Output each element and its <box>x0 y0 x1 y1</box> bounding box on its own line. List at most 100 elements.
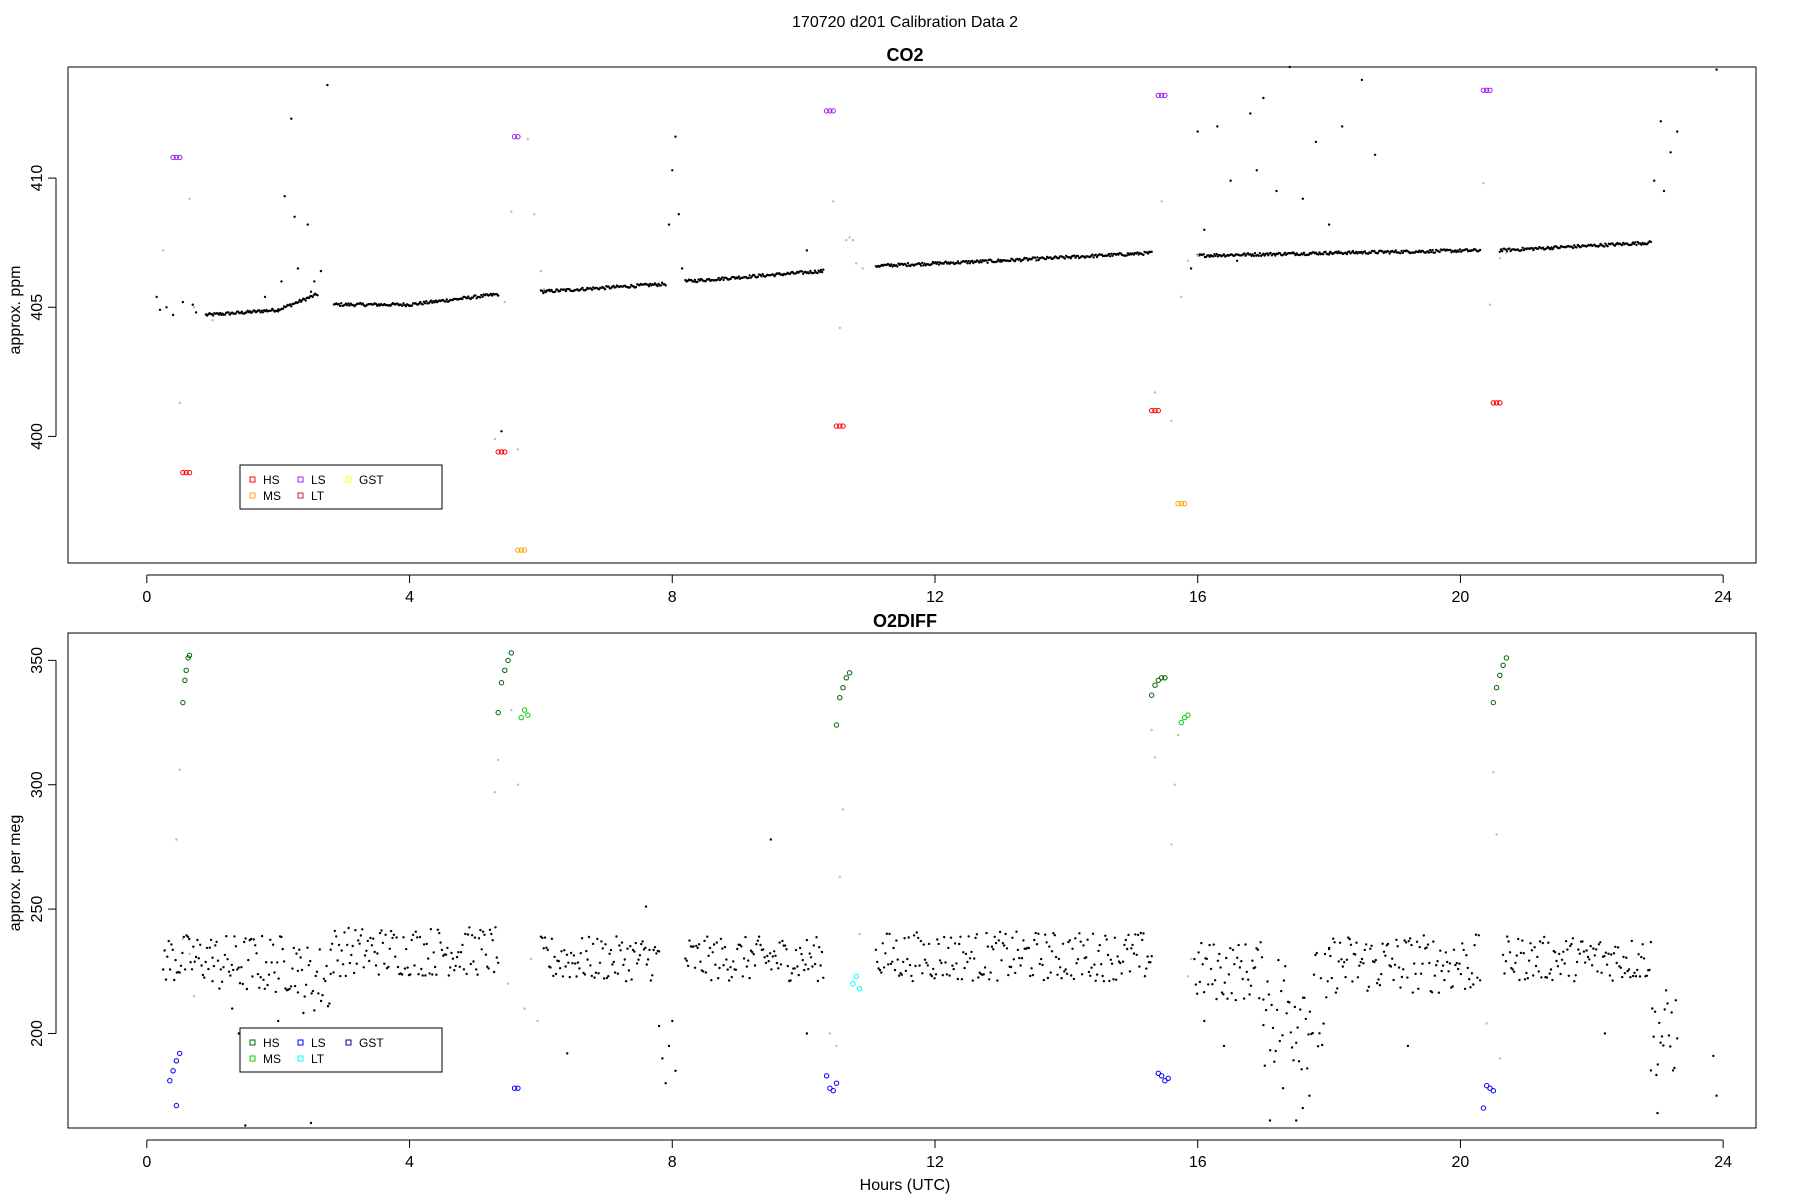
ambient-point <box>576 961 580 964</box>
calibration-point-ms <box>1181 714 1188 721</box>
ambient-point <box>431 973 434 976</box>
ambient-point <box>1452 948 1456 951</box>
ambient-point <box>1478 248 1482 252</box>
ambient-point <box>1476 976 1479 979</box>
ambient-point <box>1240 960 1243 963</box>
ambient-point <box>1293 1005 1297 1009</box>
ambient-point <box>729 277 732 281</box>
ambient-point <box>922 264 925 267</box>
ambient-point <box>1417 987 1420 990</box>
ambient-point <box>1094 979 1097 982</box>
co2-panel-title: CO2 <box>886 45 923 65</box>
flush-point <box>1150 728 1153 732</box>
ambient-point <box>299 956 302 959</box>
ambient-point <box>1389 965 1393 968</box>
ambient-point <box>1325 996 1328 999</box>
ambient-point <box>1531 247 1534 250</box>
ambient-point <box>801 958 804 962</box>
ambient-point <box>374 302 378 306</box>
ambient-point <box>1348 937 1351 941</box>
ambient-point <box>490 932 493 936</box>
ambient-point <box>609 948 613 952</box>
ambient-point <box>1272 252 1276 255</box>
ambient-point <box>1527 959 1531 962</box>
ambient-point <box>1393 963 1397 966</box>
ambient-point <box>1394 249 1397 252</box>
ambient-point <box>208 946 211 949</box>
ambient-point <box>495 956 498 959</box>
ambient-point <box>341 963 345 966</box>
ambient-point <box>652 948 655 952</box>
ambient-point <box>280 935 283 939</box>
flush-point <box>526 138 529 141</box>
ambient-point <box>581 286 584 290</box>
ambient-point <box>944 260 948 263</box>
ambient-point <box>546 948 549 952</box>
flush-point <box>1176 733 1180 737</box>
ambient-point <box>936 938 939 941</box>
ambient-point <box>307 964 310 967</box>
ambient-point <box>1506 935 1509 938</box>
ambient-point <box>1289 1031 1293 1034</box>
ambient-point <box>622 963 625 967</box>
ambient-point <box>1259 941 1262 944</box>
x-tick-label: 24 <box>1714 1154 1732 1171</box>
ambient-point <box>1656 1063 1660 1066</box>
ambient-point <box>1315 951 1319 955</box>
ambient-point <box>807 967 810 971</box>
ambient-point <box>1501 250 1504 253</box>
ambient-point <box>1504 248 1508 251</box>
ambient-point <box>1656 1111 1659 1115</box>
ambient-point <box>994 941 998 945</box>
ambient-point <box>266 983 269 987</box>
ambient-point <box>227 311 230 314</box>
ambient-point <box>1149 961 1152 964</box>
ambient-point <box>541 936 544 940</box>
ambient-point <box>1299 1008 1302 1011</box>
ambient-point <box>230 963 233 967</box>
ambient-point <box>308 296 311 300</box>
ambient-point <box>1198 980 1202 984</box>
ambient-point <box>653 946 657 949</box>
ambient-point <box>1138 965 1141 968</box>
ambient-point <box>1220 991 1224 994</box>
ambient-point <box>1551 248 1554 251</box>
co2-legend: HS MS LS LT GST <box>239 464 443 510</box>
ambient-point <box>1642 957 1646 960</box>
ambient-point <box>1249 984 1253 987</box>
o2diff-y-axis-label: approx. per meg <box>7 815 24 932</box>
ambient-point <box>1395 938 1398 941</box>
ambient-point <box>355 962 358 965</box>
ambient-point <box>337 302 340 306</box>
calibration-point-hs <box>843 675 849 681</box>
ambient-point <box>664 1082 667 1085</box>
ambient-point <box>344 974 347 978</box>
ambient-point <box>1235 259 1239 262</box>
ambient-point <box>1093 963 1096 966</box>
ambient-point <box>1338 941 1342 944</box>
ambient-point <box>1472 983 1475 986</box>
flush-point <box>533 213 536 216</box>
ambient-point <box>973 957 976 960</box>
ambient-point <box>1590 964 1594 967</box>
ambient-point <box>968 957 972 960</box>
ambient-point <box>1540 976 1543 979</box>
ambient-point <box>1278 1039 1282 1043</box>
ambient-point <box>163 949 166 952</box>
calibration-point-ls <box>1162 92 1168 99</box>
ambient-point <box>586 958 589 961</box>
calibration-point-hs <box>1497 400 1503 406</box>
ambient-point <box>1275 1008 1279 1012</box>
ambient-point <box>1281 1087 1285 1090</box>
ambient-point <box>1303 996 1306 999</box>
ambient-point <box>889 962 893 966</box>
ambient-point <box>283 195 286 198</box>
ambient-point <box>1378 984 1382 987</box>
ambient-point <box>779 963 783 966</box>
ambient-point <box>819 268 823 272</box>
ambient-point <box>166 955 169 958</box>
ambient-point <box>1314 140 1318 144</box>
ambient-point <box>1237 943 1240 947</box>
flush-point <box>543 288 546 291</box>
ambient-point <box>1663 1008 1666 1011</box>
